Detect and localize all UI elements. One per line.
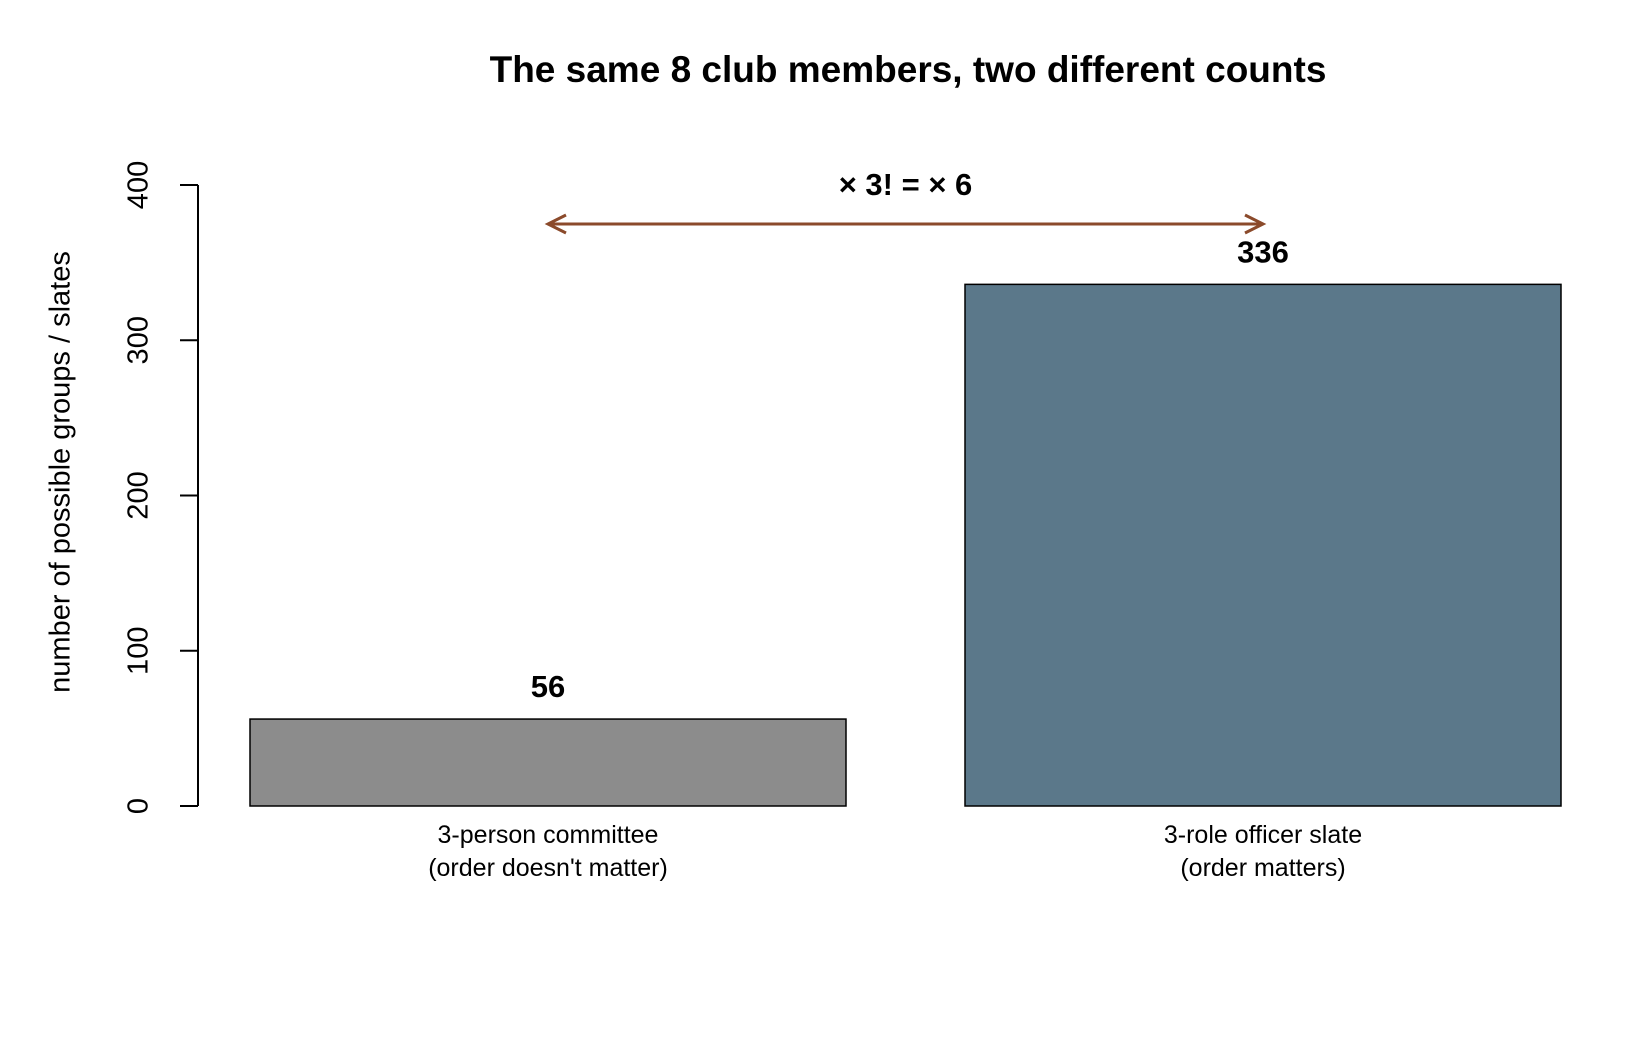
- y-tick-label: 100: [123, 627, 155, 675]
- annotation-text: × 3! = × 6: [839, 167, 973, 202]
- x-tick-label-line: 3-role officer slate: [1164, 821, 1362, 849]
- value-label: 336: [1237, 235, 1289, 270]
- value-label: 56: [531, 669, 565, 704]
- x-tick-label-line: 3-person committee: [438, 821, 659, 849]
- bar: [249, 718, 847, 807]
- y-tick-label: 300: [123, 316, 155, 364]
- arrow-head: [544, 213, 567, 235]
- arrow-head: [1244, 213, 1267, 235]
- x-tick-label-line: (order matters): [1180, 854, 1345, 882]
- y-axis-label: number of possible groups / slates: [45, 251, 77, 693]
- x-tick-label: 3-role officer slate (order matters): [1164, 821, 1362, 882]
- x-tick-label: 3-person committee (order doesn't matter): [428, 821, 668, 882]
- y-tick-label: 200: [123, 471, 155, 519]
- x-tick-label-line: (order doesn't matter): [428, 854, 668, 882]
- bar: [964, 283, 1562, 807]
- y-tick-label: 0: [123, 798, 155, 814]
- chart-title: The same 8 club members, two different c…: [490, 49, 1327, 90]
- y-tick-label: 400: [123, 161, 155, 209]
